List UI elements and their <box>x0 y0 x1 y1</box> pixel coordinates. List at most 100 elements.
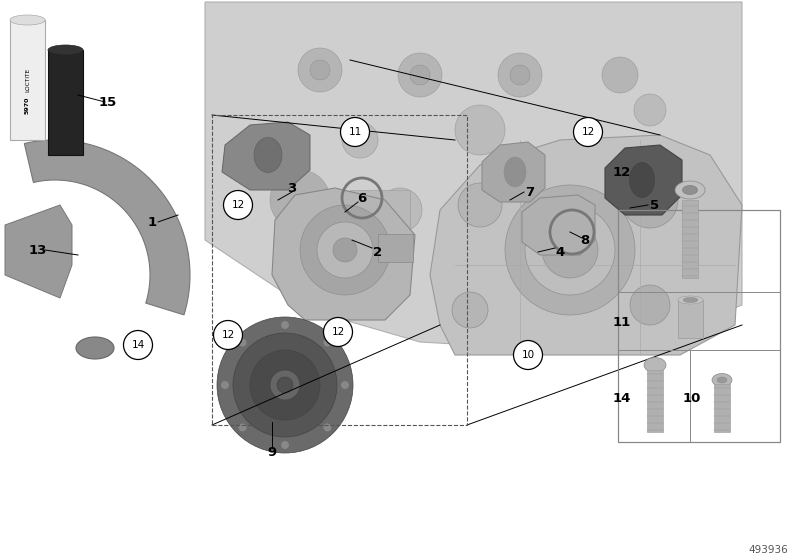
Text: 11: 11 <box>613 315 631 329</box>
Circle shape <box>505 185 635 315</box>
Text: 9: 9 <box>267 446 277 459</box>
Circle shape <box>270 370 300 400</box>
Circle shape <box>281 441 289 449</box>
Polygon shape <box>205 2 742 350</box>
Bar <box>678 300 703 338</box>
Circle shape <box>525 205 615 295</box>
Text: 1: 1 <box>147 216 157 228</box>
Bar <box>350 190 410 230</box>
Text: 10: 10 <box>683 391 701 404</box>
Circle shape <box>323 339 331 347</box>
Text: 10: 10 <box>522 350 534 360</box>
Circle shape <box>498 53 542 97</box>
Bar <box>682 200 698 278</box>
Circle shape <box>560 140 600 180</box>
Circle shape <box>622 172 678 228</box>
Ellipse shape <box>254 138 282 172</box>
Circle shape <box>341 381 349 389</box>
Text: 12: 12 <box>613 166 631 179</box>
Polygon shape <box>482 142 545 202</box>
Circle shape <box>300 205 390 295</box>
Ellipse shape <box>10 15 45 25</box>
Text: 12: 12 <box>331 327 345 337</box>
Circle shape <box>214 320 242 349</box>
Text: 5: 5 <box>650 198 659 212</box>
Circle shape <box>323 318 353 347</box>
Ellipse shape <box>717 377 727 383</box>
Text: 5970: 5970 <box>25 96 30 114</box>
Text: 6: 6 <box>358 192 366 204</box>
Circle shape <box>630 285 670 325</box>
Ellipse shape <box>675 181 705 199</box>
Text: 12: 12 <box>231 200 245 210</box>
Polygon shape <box>24 140 190 315</box>
Text: 14: 14 <box>613 391 631 404</box>
Circle shape <box>310 60 330 80</box>
Bar <box>378 234 413 262</box>
Ellipse shape <box>644 357 666 372</box>
Polygon shape <box>522 195 595 255</box>
Circle shape <box>277 377 293 393</box>
Polygon shape <box>222 122 310 190</box>
Polygon shape <box>430 135 742 355</box>
Circle shape <box>342 122 378 158</box>
Circle shape <box>602 57 638 93</box>
Polygon shape <box>605 145 682 215</box>
Circle shape <box>634 94 666 126</box>
Circle shape <box>217 317 353 453</box>
Circle shape <box>323 423 331 431</box>
Text: 12: 12 <box>222 330 234 340</box>
Text: 13: 13 <box>29 244 47 256</box>
Polygon shape <box>272 188 415 320</box>
Bar <box>212 115 467 425</box>
Circle shape <box>341 118 370 147</box>
Bar <box>10 20 45 140</box>
Text: 8: 8 <box>580 234 590 246</box>
Ellipse shape <box>630 162 654 198</box>
Polygon shape <box>5 205 72 298</box>
Circle shape <box>455 105 505 155</box>
Text: 7: 7 <box>526 185 534 198</box>
Ellipse shape <box>48 45 83 55</box>
Bar <box>48 50 83 155</box>
Circle shape <box>452 292 488 328</box>
Circle shape <box>398 53 442 97</box>
Ellipse shape <box>678 296 703 304</box>
Circle shape <box>317 222 373 278</box>
Circle shape <box>378 188 422 232</box>
Ellipse shape <box>504 157 526 187</box>
Circle shape <box>233 333 337 437</box>
Text: 15: 15 <box>99 96 117 109</box>
Circle shape <box>223 190 253 220</box>
Bar <box>647 370 663 432</box>
Text: 4: 4 <box>555 245 565 259</box>
Circle shape <box>574 118 602 147</box>
Text: 12: 12 <box>582 127 594 137</box>
Circle shape <box>333 238 357 262</box>
Bar <box>580 150 620 210</box>
Circle shape <box>238 339 246 347</box>
Bar <box>618 210 780 442</box>
Text: LOCTITE: LOCTITE <box>25 68 30 92</box>
Circle shape <box>221 381 229 389</box>
Ellipse shape <box>682 185 698 194</box>
Ellipse shape <box>712 374 732 386</box>
Circle shape <box>123 330 153 360</box>
Ellipse shape <box>683 297 698 302</box>
Circle shape <box>458 183 502 227</box>
Circle shape <box>298 48 342 92</box>
Text: 11: 11 <box>348 127 362 137</box>
Ellipse shape <box>76 337 114 359</box>
Circle shape <box>510 65 530 85</box>
Bar <box>714 384 730 432</box>
Circle shape <box>410 65 430 85</box>
Circle shape <box>514 340 542 370</box>
Text: 14: 14 <box>131 340 145 350</box>
Text: 2: 2 <box>374 245 382 259</box>
Circle shape <box>270 170 330 230</box>
Circle shape <box>238 423 246 431</box>
Bar <box>620 220 660 260</box>
Circle shape <box>542 222 598 278</box>
Text: 3: 3 <box>287 181 297 194</box>
Bar <box>500 200 550 250</box>
